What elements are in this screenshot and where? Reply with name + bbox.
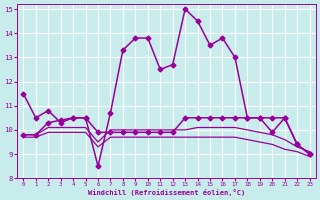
X-axis label: Windchill (Refroidissement éolien,°C): Windchill (Refroidissement éolien,°C) — [88, 189, 245, 196]
